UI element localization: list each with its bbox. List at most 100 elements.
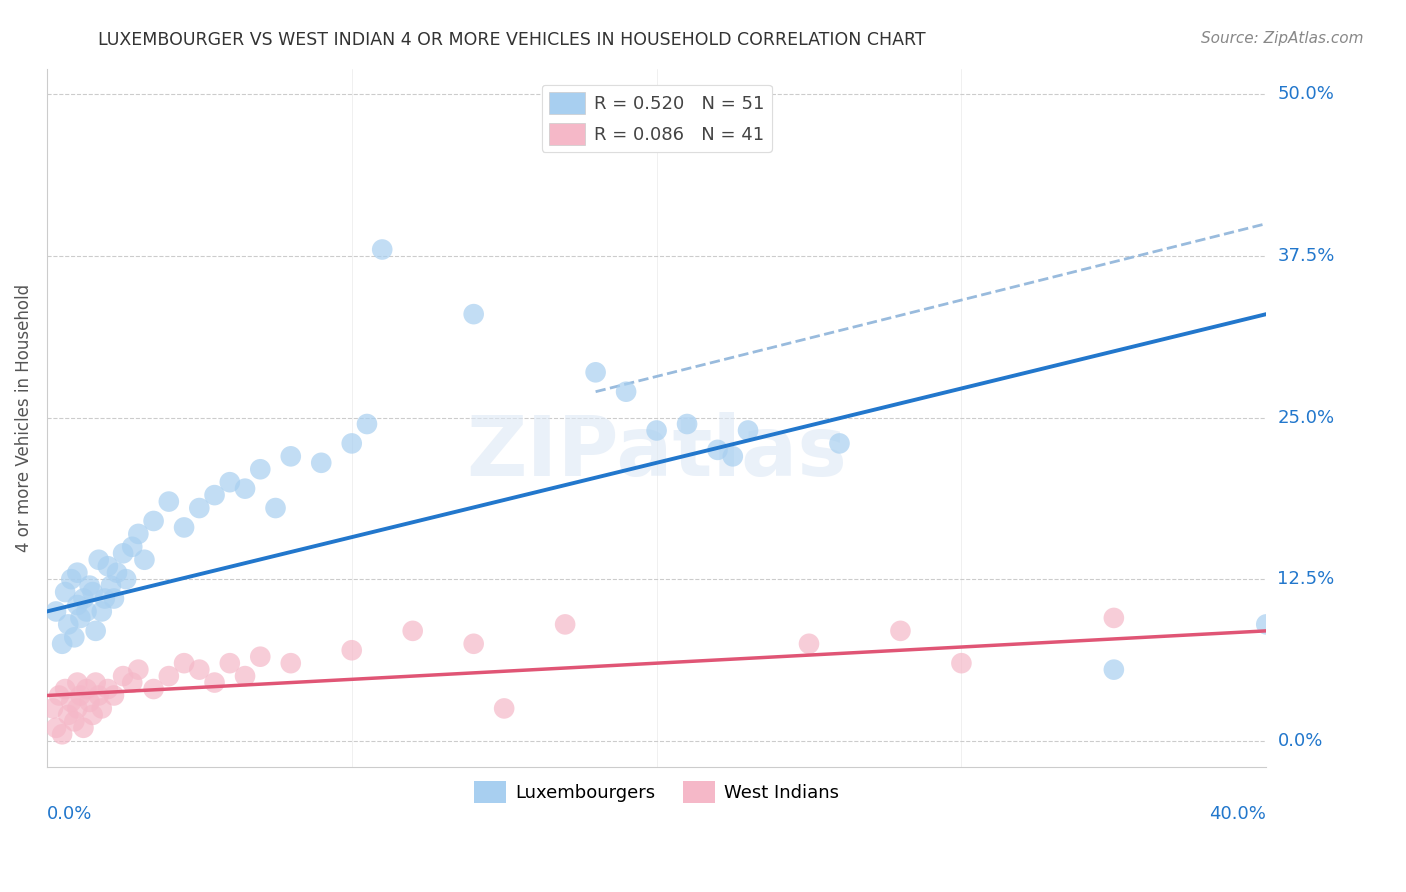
Text: Source: ZipAtlas.com: Source: ZipAtlas.com [1201,31,1364,46]
Point [280,450,302,464]
Point [280,656,302,670]
Point [121,675,143,690]
Point [463,307,485,321]
Point [614,384,637,399]
Point [112,546,135,560]
Point [264,501,287,516]
Point [134,553,156,567]
Point [45,721,67,735]
Point [100,579,122,593]
Text: 0.0%: 0.0% [1278,731,1323,750]
Point [66,675,89,690]
Text: ZIPatlas: ZIPatlas [465,412,846,493]
Point [204,488,226,502]
Point [249,649,271,664]
Text: 0.0%: 0.0% [46,805,93,823]
Point [127,527,149,541]
Point [42,701,65,715]
Point [233,482,256,496]
Point [127,663,149,677]
Point [58,707,80,722]
Point [82,585,104,599]
Point [60,695,83,709]
Point [1256,617,1278,632]
Point [402,624,425,638]
Point [950,656,973,670]
Point [51,727,73,741]
Point [53,585,76,599]
Point [48,689,70,703]
Point [53,681,76,696]
Point [97,681,120,696]
Point [79,695,101,709]
Point [737,424,759,438]
Point [115,572,138,586]
Text: 25.0%: 25.0% [1278,409,1334,426]
Point [706,442,728,457]
Point [494,701,516,715]
Point [889,624,911,638]
Point [249,462,271,476]
Point [340,643,363,657]
Point [797,637,820,651]
Point [103,689,125,703]
Point [66,598,89,612]
Legend: R = 0.520   N = 51, R = 0.086   N = 41: R = 0.520 N = 51, R = 0.086 N = 41 [541,85,772,152]
Point [84,624,107,638]
Point [121,540,143,554]
Point [157,494,180,508]
Point [97,559,120,574]
Point [63,630,86,644]
Point [58,617,80,632]
Point [60,572,83,586]
Point [157,669,180,683]
Point [309,456,332,470]
Point [721,450,744,464]
Text: 37.5%: 37.5% [1278,247,1334,265]
Point [72,591,94,606]
Point [76,681,98,696]
Point [90,604,112,618]
Point [676,417,699,431]
Point [340,436,363,450]
Point [69,611,91,625]
Point [45,604,67,618]
Point [828,436,851,450]
Point [585,365,607,379]
Point [79,579,101,593]
Y-axis label: 4 or more Vehicles in Household: 4 or more Vehicles in Household [15,284,32,551]
Point [63,714,86,729]
Point [173,656,195,670]
Point [188,501,211,516]
Point [84,675,107,690]
Point [218,656,240,670]
Point [218,475,240,490]
Point [103,591,125,606]
Point [356,417,378,431]
Point [1102,611,1125,625]
Text: LUXEMBOURGER VS WEST INDIAN 4 OR MORE VEHICLES IN HOUSEHOLD CORRELATION CHART: LUXEMBOURGER VS WEST INDIAN 4 OR MORE VE… [98,31,927,49]
Point [94,591,117,606]
Point [112,669,135,683]
Point [233,669,256,683]
Point [188,663,211,677]
Point [105,566,128,580]
Text: 50.0%: 50.0% [1278,86,1334,103]
Point [645,424,668,438]
Point [69,689,91,703]
Point [87,689,110,703]
Point [90,701,112,715]
Point [204,675,226,690]
Point [82,707,104,722]
Point [463,637,485,651]
Point [66,701,89,715]
Point [173,520,195,534]
Point [87,553,110,567]
Point [1102,663,1125,677]
Point [142,514,165,528]
Point [51,637,73,651]
Text: 40.0%: 40.0% [1209,805,1267,823]
Point [371,243,394,257]
Point [66,566,89,580]
Point [76,604,98,618]
